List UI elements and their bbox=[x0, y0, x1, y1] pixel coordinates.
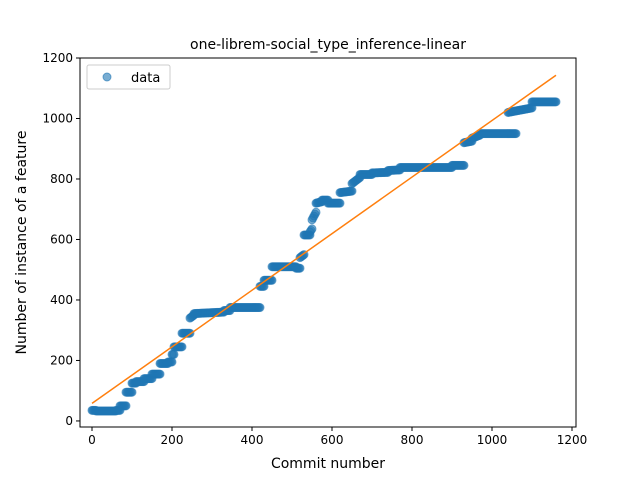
data-point bbox=[335, 198, 345, 208]
y-tick-label: 600 bbox=[50, 232, 73, 246]
plot-frame bbox=[79, 57, 577, 428]
y-tick-label: 0 bbox=[65, 414, 73, 428]
legend-box bbox=[86, 64, 171, 90]
data-point bbox=[295, 263, 305, 273]
data-point bbox=[307, 224, 317, 234]
legend-label-data: data bbox=[131, 71, 160, 86]
x-axis: 0 200 400 600 800 1000 1200 bbox=[88, 427, 587, 447]
y-tick-label: 200 bbox=[50, 353, 73, 367]
chart-title: one-librem-social_type_inference-linear bbox=[190, 37, 466, 53]
y-axis-label: Number of instance of a feature bbox=[14, 131, 30, 355]
y-axis: 0 200 400 600 800 1000 1200 bbox=[42, 51, 80, 428]
fit-line bbox=[91, 74, 557, 405]
x-axis-label: Commit number bbox=[271, 456, 385, 472]
y-tick-label: 1000 bbox=[42, 111, 73, 125]
data-point bbox=[255, 303, 265, 313]
data-point bbox=[511, 129, 521, 139]
y-tick-label: 800 bbox=[50, 172, 73, 186]
fit-line-layer bbox=[91, 74, 557, 405]
data-point bbox=[169, 349, 179, 359]
y-tick-label: 1200 bbox=[42, 51, 73, 65]
data-point bbox=[155, 369, 165, 379]
x-tick-label: 800 bbox=[401, 433, 424, 447]
x-tick-label: 1000 bbox=[477, 433, 508, 447]
data-points-layer bbox=[87, 97, 561, 416]
x-tick-label: 400 bbox=[241, 433, 264, 447]
data-point bbox=[347, 186, 357, 196]
data-point bbox=[459, 160, 469, 170]
legend-marker-data bbox=[102, 72, 112, 82]
data-point bbox=[167, 357, 177, 367]
x-tick-label: 600 bbox=[321, 433, 344, 447]
x-tick-label: 200 bbox=[161, 433, 184, 447]
data-point bbox=[177, 342, 187, 352]
data-point bbox=[127, 387, 137, 397]
x-tick-label: 1200 bbox=[557, 433, 588, 447]
data-point bbox=[311, 207, 321, 217]
x-tick-label: 0 bbox=[88, 433, 96, 447]
data-point bbox=[551, 97, 561, 107]
y-tick-label: 400 bbox=[50, 293, 73, 307]
legend: data bbox=[86, 64, 171, 90]
data-point bbox=[121, 401, 131, 411]
